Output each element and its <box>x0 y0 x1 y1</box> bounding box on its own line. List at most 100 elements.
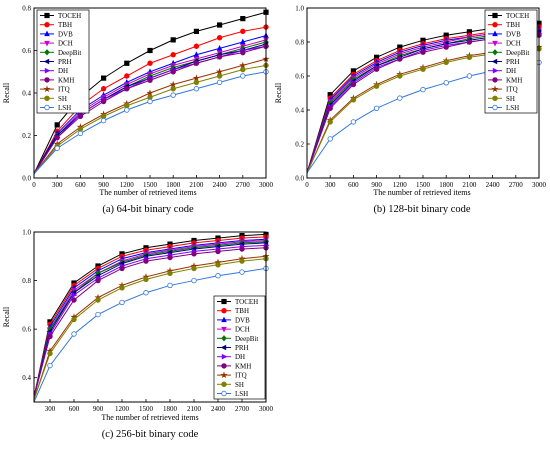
data-point-kmh <box>193 60 200 66</box>
legend-entry-label: DCH <box>58 40 73 48</box>
data-point-kmh <box>466 39 473 45</box>
x-tick-label: 300 <box>45 405 56 413</box>
data-point-sh <box>167 270 173 276</box>
data-point-lsh <box>191 277 197 284</box>
data-point-dvb <box>216 45 223 51</box>
data-point-sh <box>193 79 200 86</box>
data-point-toceh <box>170 37 176 43</box>
data-point-lsh <box>100 117 107 124</box>
legend-entry-label: ITQ <box>506 86 518 94</box>
legend-marker-sh <box>492 95 498 101</box>
data-point-toceh <box>193 28 200 34</box>
data-point-kmh <box>215 248 221 255</box>
legend-entry-label: LSH <box>58 104 71 112</box>
data-point-sh <box>466 54 473 60</box>
legend-marker-itq <box>43 85 51 93</box>
data-point-kmh <box>54 134 60 141</box>
data-point-toceh <box>54 122 60 128</box>
legend-marker-tbh <box>44 22 50 28</box>
data-point-toceh <box>147 47 153 54</box>
data-point-kmh <box>143 258 149 264</box>
series-kmh <box>33 245 269 398</box>
x-tick-label: 2700 <box>236 181 251 189</box>
x-tick-label: 1200 <box>120 181 135 189</box>
x-tick-label: 900 <box>371 181 382 189</box>
x-tick-label: 2100 <box>189 181 204 189</box>
data-point-sh <box>119 285 125 291</box>
legend-entry-label: PRH <box>235 344 249 352</box>
legend-marker-dvb <box>44 30 50 37</box>
data-point-sh <box>71 316 77 323</box>
data-point-lsh <box>216 79 223 86</box>
legend-entry-label: DeepBit <box>506 49 529 57</box>
x-tick-label: 1200 <box>115 405 130 413</box>
x-tick-label: 3000 <box>259 181 274 189</box>
legend-entry-label: TOCEH <box>235 298 258 306</box>
data-point-lsh <box>71 331 77 337</box>
legend-entry-label: LSH <box>506 104 519 112</box>
legend-entry-label: TBH <box>506 21 520 29</box>
y-tick-label: 0.6 <box>22 326 31 334</box>
data-point-lsh <box>124 107 130 113</box>
x-tick-label: 600 <box>75 181 86 189</box>
series-kmh <box>33 43 269 175</box>
legend-marker-toceh <box>44 12 50 19</box>
data-point-sh <box>215 262 221 268</box>
data-point-lsh <box>167 282 173 289</box>
y-tick-label: 0.6 <box>22 47 31 55</box>
data-point-sh <box>443 59 449 66</box>
data-point-lsh <box>143 290 149 296</box>
legend-entry-label: TOCEH <box>58 12 81 20</box>
data-point-toceh <box>240 16 246 22</box>
data-point-kmh <box>167 254 173 261</box>
legend-entry-label: SH <box>506 95 515 103</box>
legend-marker-prh <box>491 58 498 65</box>
data-point-lsh <box>77 130 84 137</box>
data-point-kmh <box>47 333 53 340</box>
x-tick-label: 3000 <box>532 181 547 189</box>
x-tick-label: 1800 <box>166 181 181 189</box>
x-tick-label: 300 <box>52 181 63 189</box>
y-axis-label: Recall <box>274 82 283 103</box>
data-point-itq <box>239 61 247 69</box>
legend-marker-sh <box>221 381 227 387</box>
legend-entry-label: DeepBit <box>58 49 81 57</box>
data-point-sh <box>397 73 403 79</box>
data-point-kmh <box>170 69 176 75</box>
y-tick-label: 1.0 <box>295 5 304 13</box>
data-point-lsh <box>54 145 60 151</box>
legend-marker-tbh <box>492 22 498 28</box>
series-lsh <box>33 69 269 175</box>
legend-entry-label: ITQ <box>58 86 70 94</box>
legend-marker-dch <box>492 40 498 47</box>
data-point-tbh <box>240 28 246 35</box>
legend-marker-kmh <box>44 77 50 83</box>
legend-entry-label: DVB <box>506 30 521 38</box>
data-point-lsh <box>147 98 153 105</box>
y-tick-label: 0.6 <box>295 73 304 81</box>
legend-marker-prh <box>220 344 227 351</box>
data-point-sh <box>373 83 380 89</box>
y-tick-label: 0.0 <box>22 175 31 183</box>
x-tick-label: 2400 <box>213 181 228 189</box>
x-axis-label: The number of retrieved items <box>101 413 198 422</box>
x-tick-label: 2700 <box>509 181 524 189</box>
legend-marker-deepbit <box>44 49 50 56</box>
y-tick-label: 0.2 <box>22 132 31 140</box>
data-point-sh <box>327 119 333 125</box>
y-tick-label: 0.8 <box>22 5 31 13</box>
chart-64bit: 0 300 600 900 1200 1500 1800 2100 2400 2700 3000 0.… <box>2 5 274 216</box>
legend-marker-lsh <box>492 104 498 111</box>
data-point-kmh <box>240 49 246 56</box>
data-point-tbh <box>147 60 153 66</box>
legend-entry-label: DeepBit <box>235 335 258 343</box>
series-lsh <box>33 265 269 403</box>
data-point-sh <box>239 258 245 264</box>
data-point-itq <box>215 67 224 75</box>
data-point-lsh <box>170 92 176 98</box>
data-point-toceh <box>124 60 130 66</box>
legend-entry-label: SH <box>58 95 67 103</box>
legend-box <box>484 9 538 114</box>
legend-marker-dh <box>492 67 499 74</box>
